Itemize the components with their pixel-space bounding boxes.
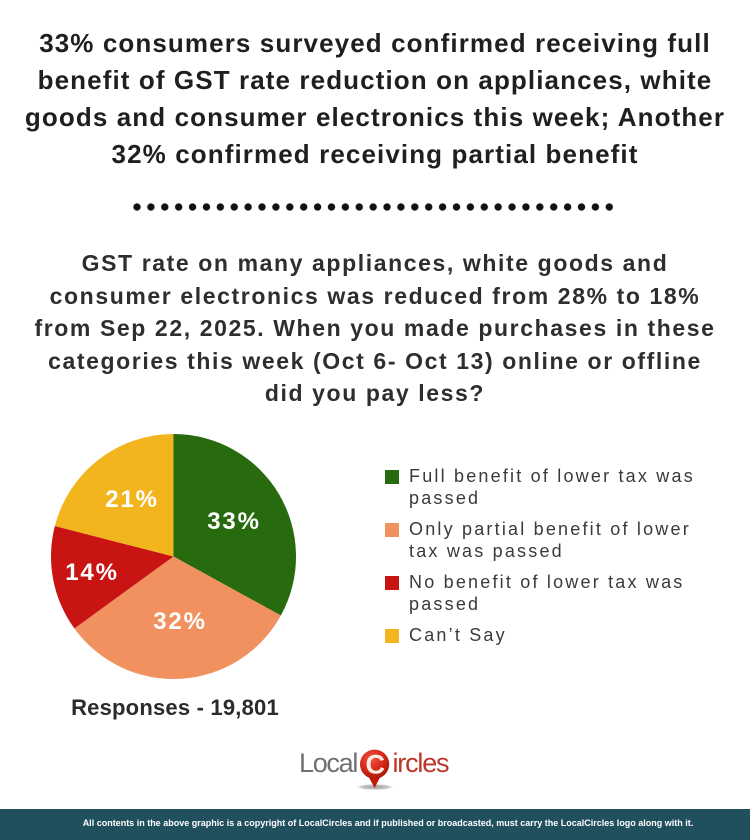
svg-text:ircles: ircles xyxy=(393,748,450,778)
svg-text:C: C xyxy=(365,750,385,780)
svg-text:33%: 33% xyxy=(207,508,260,535)
svg-text:21%: 21% xyxy=(105,486,158,513)
svg-text:14%: 14% xyxy=(65,559,118,586)
svg-text:32%: 32% xyxy=(153,608,206,635)
svg-text:Local: Local xyxy=(299,748,357,778)
